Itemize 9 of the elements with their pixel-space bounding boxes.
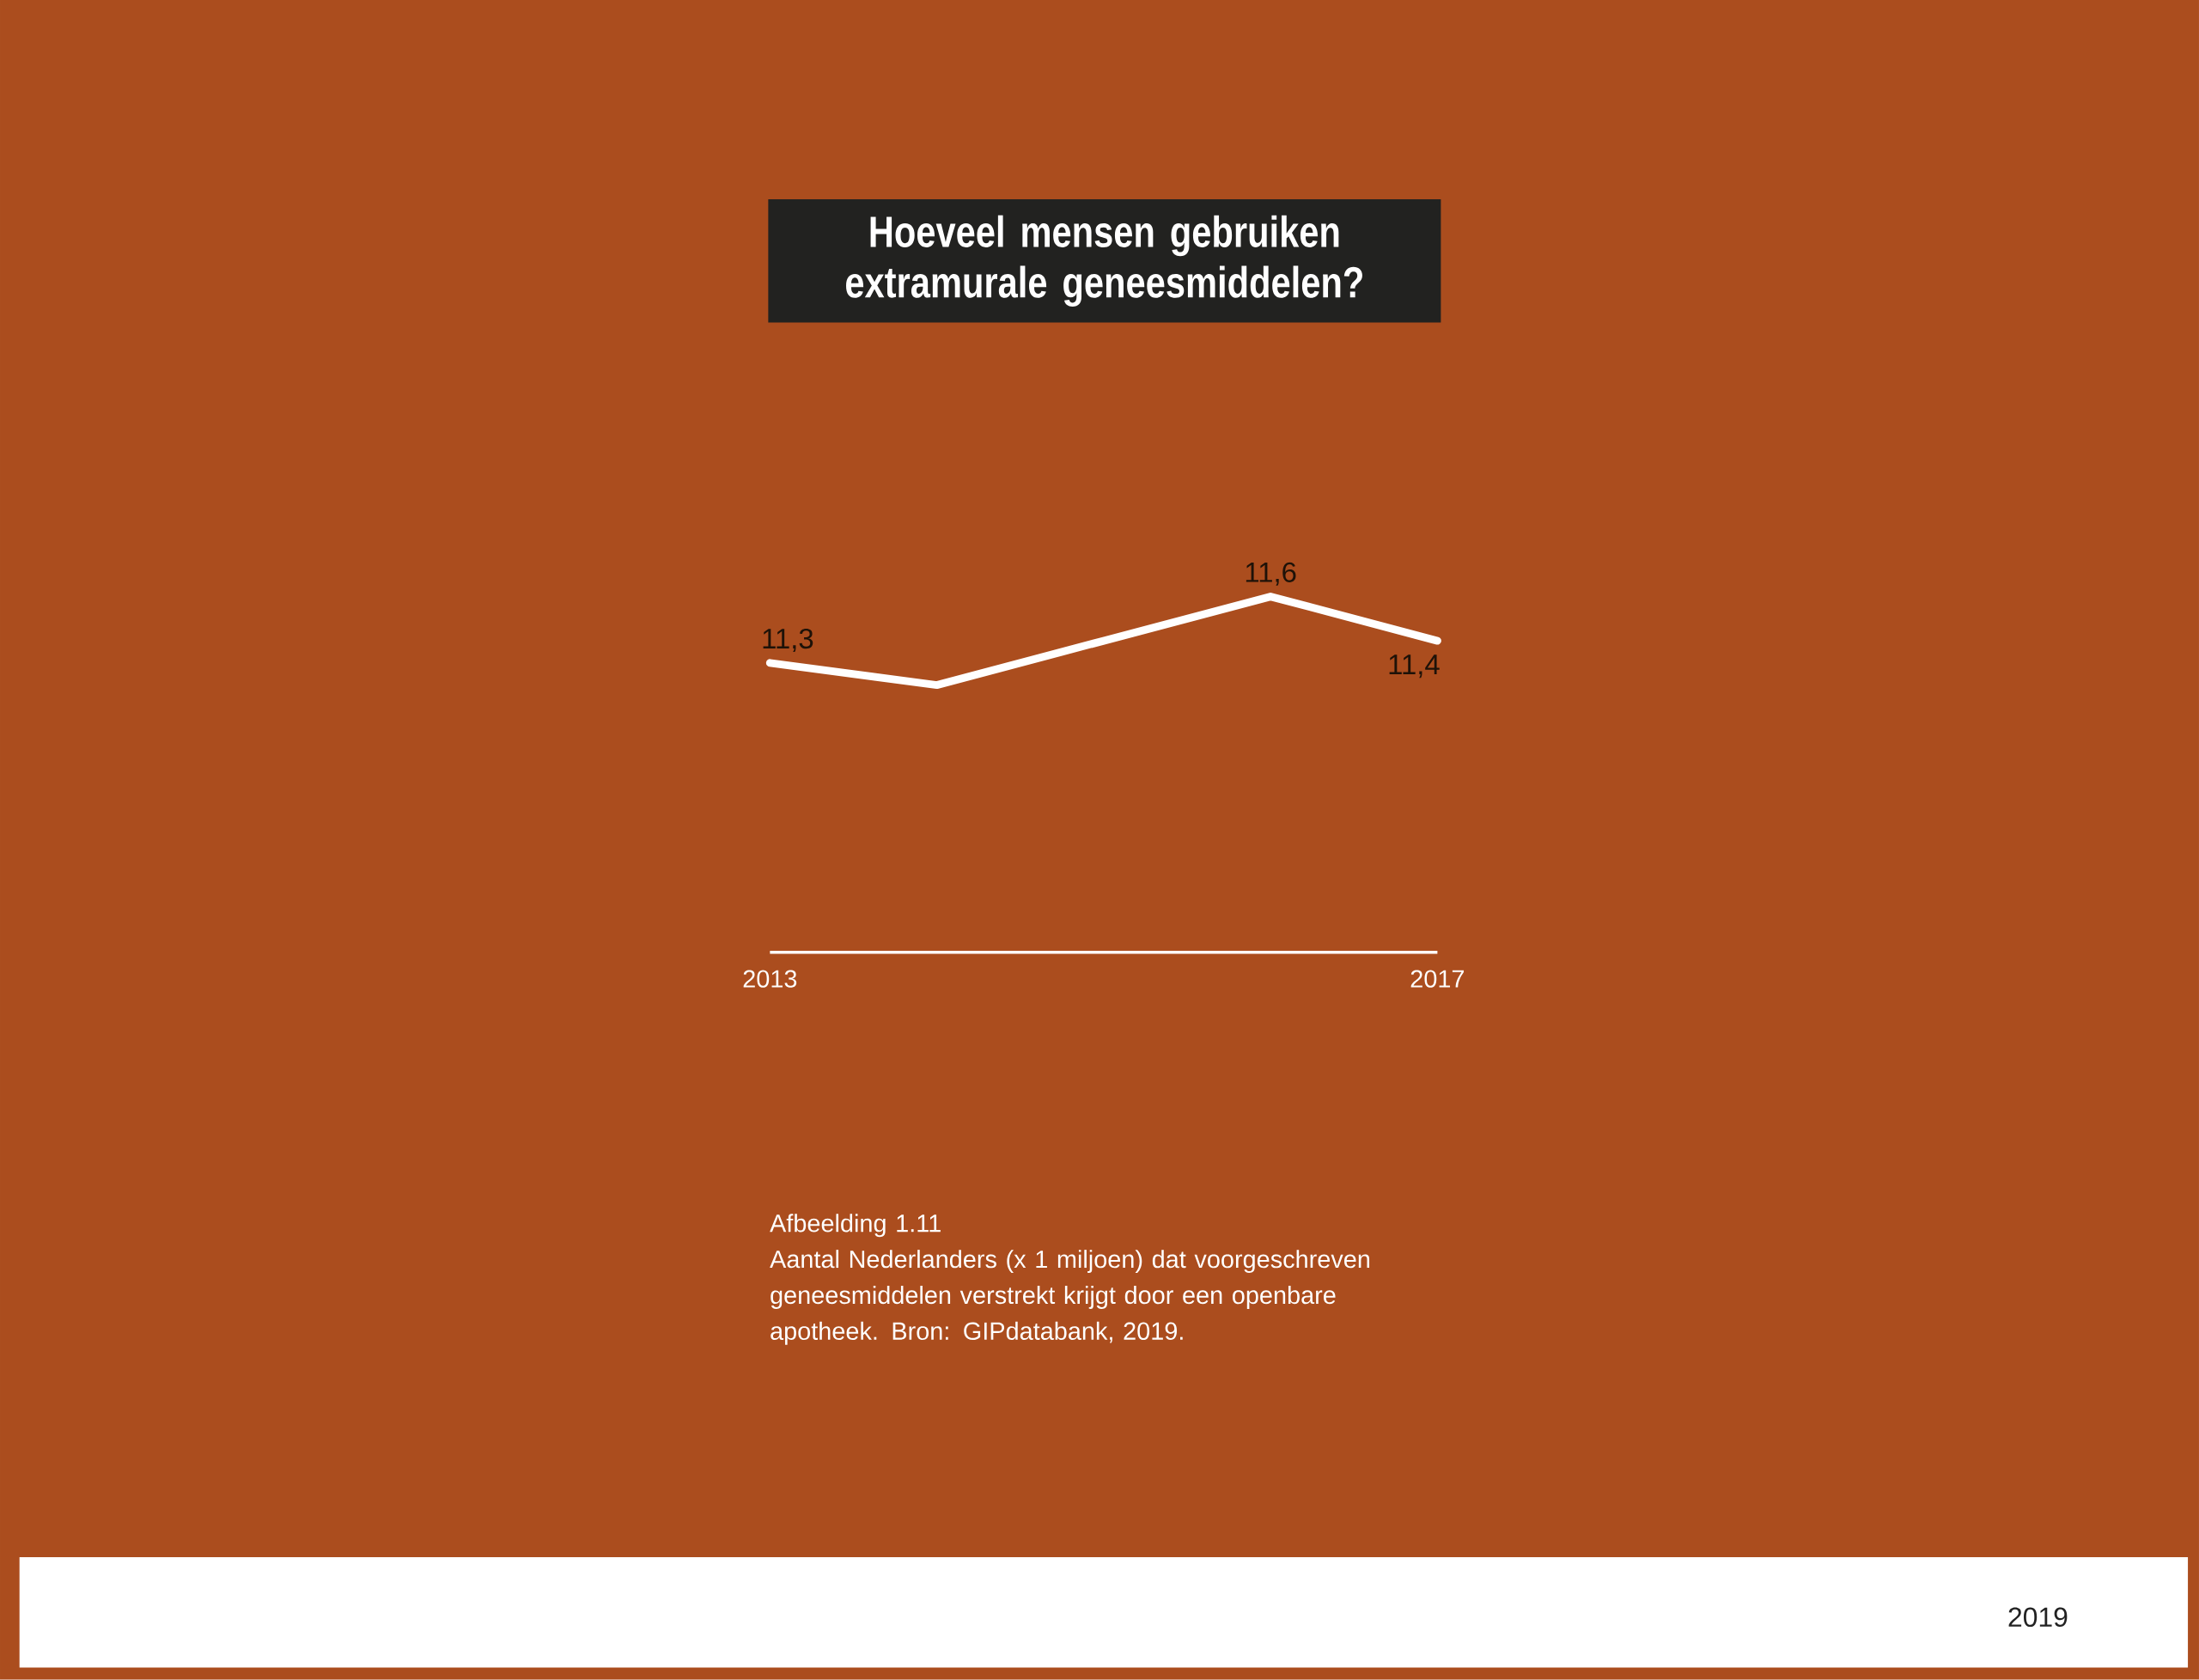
x-tick-label: 2013 [743,970,797,989]
text: Aantal Nederlanders (x 1 miljoen) dat voorgeschreven geneesmiddelen verstrekt krijgt door een openbare apotheek. Bron: GIPdatabank, 2019. [770,1250,1370,1345]
data-label: 11,4 [1389,654,1440,679]
data-label: 11,6 [1246,562,1296,587]
x-tick-label: 2017 [1410,970,1465,989]
data-label: 11,3 [763,629,813,653]
text: Afbeelding 1.11 [770,1214,941,1238]
chart-title: Hoeveel mensen gebruiken extramurale geneesmiddelen? [846,215,1362,307]
text: 2019 [2008,1607,2068,1628]
